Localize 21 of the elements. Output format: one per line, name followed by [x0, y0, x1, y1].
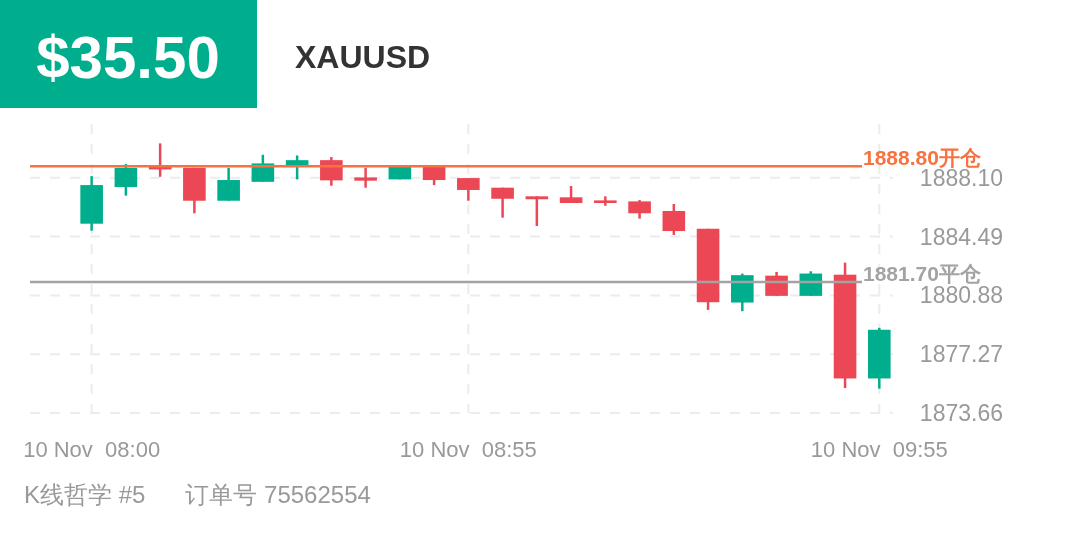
candlestick [491, 186, 514, 219]
y-tick-label: 1884.49 [919, 223, 1003, 250]
x-tick-label: 10 Nov 08:55 [399, 437, 537, 462]
candlestick [217, 166, 240, 202]
x-tick-label: 10 Nov 08:00 [23, 437, 161, 462]
y-tick-label: 1877.27 [919, 341, 1003, 368]
text: 订单号 75562554 [185, 481, 371, 508]
candlestick [285, 154, 309, 181]
candlestick [525, 195, 549, 228]
x-tick-label: 10 Nov 09:55 [810, 437, 948, 462]
text: K线哲学 #5 [24, 481, 146, 508]
candlestick [765, 270, 788, 298]
chart-subtitle: XAUUSD [295, 39, 431, 75]
candlestick [114, 162, 138, 197]
ref-line-label: 1881.70平仓 [863, 262, 982, 286]
chart-title: $35.50 [36, 24, 220, 91]
candlestick [457, 176, 480, 202]
candlestick [354, 166, 377, 189]
candlestick [628, 198, 651, 220]
y-tick-label: 1873.66 [919, 400, 1003, 426]
candlestick [662, 202, 686, 237]
